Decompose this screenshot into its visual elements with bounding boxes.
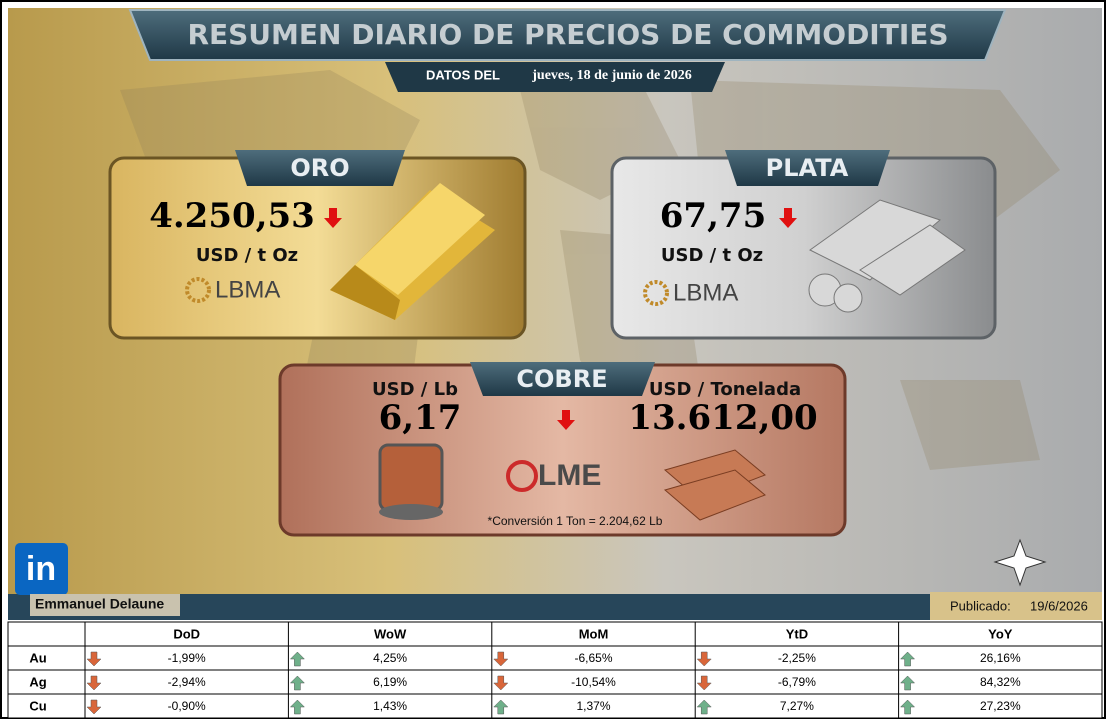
column-header: MoM xyxy=(579,626,609,641)
copper-source: LME xyxy=(538,459,601,492)
up-arrow xyxy=(493,699,509,715)
change-value: 26,16% xyxy=(980,651,1021,665)
change-table: DoD WoW MoM YtD YoY Au -1,99% 4,25% -6,65% -2,25%… xyxy=(7,621,1103,719)
silver-price: 67,75 xyxy=(660,196,766,236)
up-arrow xyxy=(899,651,916,667)
lbma-icon xyxy=(643,280,669,306)
silver-bars xyxy=(808,199,966,313)
down-arrow xyxy=(86,699,102,715)
up-arrow xyxy=(289,699,306,715)
author: Emmanuel Delaune xyxy=(35,596,164,612)
up-arrow xyxy=(289,651,306,667)
down-arrow xyxy=(86,651,102,667)
copper-name: COBRE xyxy=(516,365,607,393)
change-value: 1,43% xyxy=(373,699,407,713)
change-value: 4,25% xyxy=(373,651,407,665)
silver-unit: USD / t Oz xyxy=(661,245,763,266)
title: RESUMEN DIARIO DE PRECIOS DE COMMODITIES xyxy=(187,18,948,51)
change-value: 84,32% xyxy=(980,675,1021,689)
change-value: -2,94% xyxy=(168,675,206,689)
up-arrow xyxy=(899,675,916,691)
conversion-note: *Conversión 1 Ton = 2.204,62 Lb xyxy=(488,514,663,528)
silver-name: PLATA xyxy=(766,154,849,182)
change-value: 27,23% xyxy=(980,699,1021,713)
row-label: Cu xyxy=(29,698,46,713)
column-header: YoY xyxy=(988,626,1013,641)
down-arrow xyxy=(324,208,342,228)
change-value: 7,27% xyxy=(780,699,814,713)
change-value: -10,54% xyxy=(571,675,616,689)
copper-sheets xyxy=(663,449,766,521)
gold-banner xyxy=(235,150,405,186)
down-arrow xyxy=(493,675,509,691)
copper-price-ton: 13.612,00 xyxy=(628,398,817,438)
row-label: Ag xyxy=(29,674,46,689)
gold-price: 4.250,53 xyxy=(149,196,315,236)
gold-name: ORO xyxy=(290,154,349,182)
published-label: Publicado: xyxy=(950,598,1011,613)
lme-icon xyxy=(506,460,538,492)
copper-coil xyxy=(378,443,444,520)
column-header: WoW xyxy=(374,626,407,641)
date-label: DATOS DEL xyxy=(426,67,500,82)
down-arrow xyxy=(493,651,509,667)
down-arrow xyxy=(557,410,575,430)
published-date: 19/6/2026 xyxy=(1030,598,1088,613)
gold-source: LBMA xyxy=(215,276,280,303)
row-label: Au xyxy=(29,650,46,665)
silver-source: LBMA xyxy=(673,279,738,306)
copper-price-lb: 6,17 xyxy=(379,398,462,438)
date: jueves, 18 de junio de 2026 xyxy=(531,68,691,83)
silver-banner xyxy=(725,150,890,186)
change-value: -6,65% xyxy=(574,651,612,665)
gold-unit: USD / t Oz xyxy=(196,245,298,266)
down-arrow xyxy=(86,675,102,691)
up-arrow xyxy=(899,699,916,715)
up-arrow xyxy=(289,675,306,691)
published-box xyxy=(930,592,1102,620)
change-value: -1,99% xyxy=(168,651,206,665)
copper-unit-ton: USD / Tonelada xyxy=(649,379,801,400)
change-value: 1,37% xyxy=(576,699,610,713)
column-header: DoD xyxy=(173,626,200,641)
change-value: -0,90% xyxy=(168,699,206,713)
copper-banner xyxy=(470,362,655,396)
change-value: 6,19% xyxy=(373,675,407,689)
down-arrow xyxy=(696,675,712,691)
copper-unit-lb: USD / Lb xyxy=(372,379,458,400)
gold-bar xyxy=(330,183,495,320)
lbma-icon xyxy=(185,277,211,303)
down-arrow xyxy=(779,208,797,228)
linkedin-logo xyxy=(15,543,68,595)
up-arrow xyxy=(696,699,712,715)
down-arrow xyxy=(696,651,712,667)
star xyxy=(993,538,1047,587)
column-header: YtD xyxy=(786,626,808,641)
linkedin-text: in xyxy=(26,550,56,588)
author-box xyxy=(30,594,180,616)
date-banner xyxy=(385,62,725,92)
change-value: -6,79% xyxy=(778,675,816,689)
title-banner xyxy=(128,9,1007,61)
change-value: -2,25% xyxy=(778,651,816,665)
